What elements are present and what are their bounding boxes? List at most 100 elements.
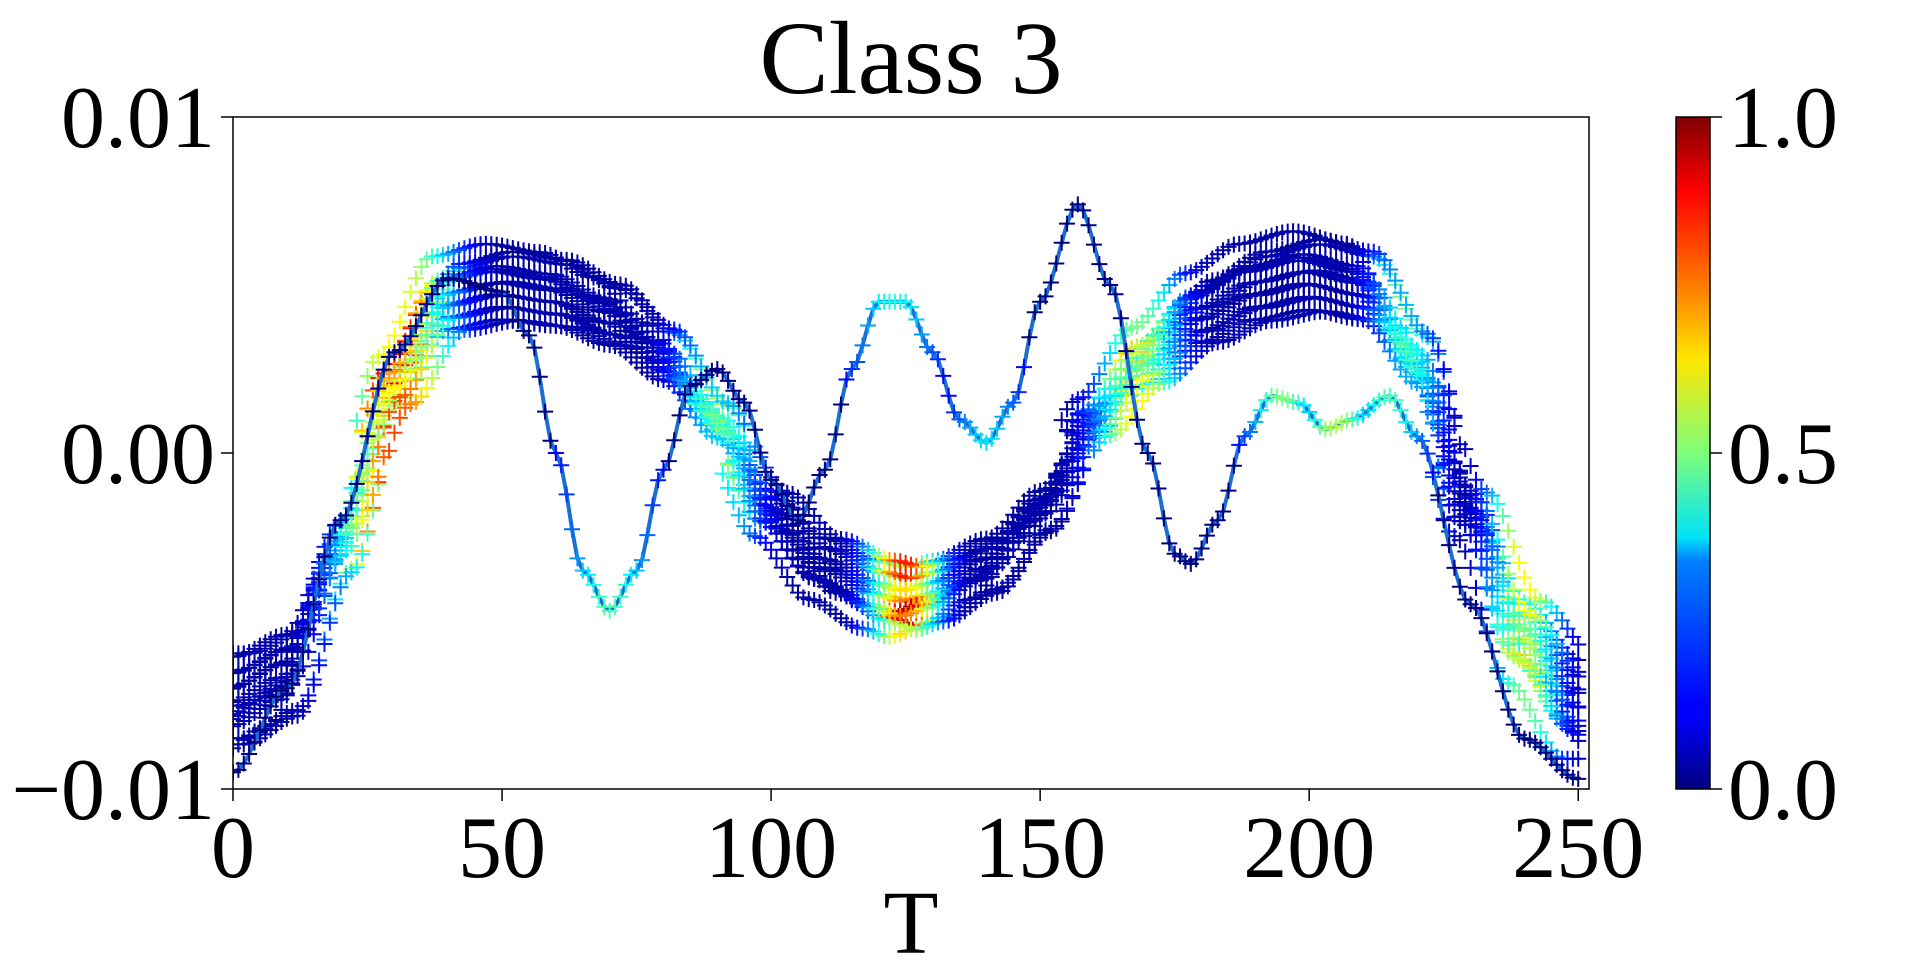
series-line — [233, 303, 1587, 662]
data-point — [736, 480, 753, 497]
data-point — [1559, 620, 1576, 637]
data-point — [935, 367, 952, 384]
data-point — [1532, 724, 1549, 741]
data-point — [407, 318, 424, 335]
data-point — [1231, 436, 1248, 453]
data-point — [558, 486, 575, 503]
data-point — [1037, 503, 1054, 520]
data-point — [666, 348, 683, 365]
data-point — [391, 313, 408, 330]
data-point — [779, 568, 796, 585]
data-point — [1026, 304, 1043, 321]
data-point — [1102, 277, 1119, 293]
data-point — [994, 408, 1011, 425]
data-point — [1155, 510, 1172, 527]
data-point — [251, 722, 268, 739]
data-point — [510, 312, 527, 329]
data-point — [284, 675, 301, 692]
data-point — [1473, 512, 1490, 529]
data-point — [1424, 330, 1441, 347]
data-point — [854, 337, 871, 354]
data-point — [1537, 687, 1554, 704]
x-tick-label: 250 — [1512, 800, 1644, 897]
data-point — [504, 299, 521, 316]
data-point — [1489, 663, 1506, 680]
data-point — [359, 368, 376, 385]
data-point — [294, 643, 311, 660]
data-point — [816, 461, 833, 478]
data-point — [343, 494, 360, 511]
data-point — [300, 621, 317, 638]
data-point — [1059, 453, 1076, 470]
data-point — [650, 472, 667, 489]
data-point — [773, 559, 790, 576]
data-point — [1252, 402, 1269, 419]
data-point — [434, 348, 451, 365]
data-point — [633, 552, 650, 569]
data-point — [402, 380, 419, 397]
data-point — [1473, 542, 1490, 559]
data-point — [1532, 676, 1549, 693]
data-point — [1145, 455, 1162, 472]
data-point — [1193, 540, 1210, 557]
data-point — [1042, 274, 1059, 291]
data-point — [1075, 449, 1092, 466]
data-point — [1112, 361, 1129, 378]
data-point — [424, 286, 441, 303]
data-point — [1570, 636, 1587, 653]
data-point — [1511, 554, 1528, 571]
data-point — [580, 566, 597, 583]
data-point — [1408, 341, 1425, 358]
data-point — [730, 467, 747, 484]
colorbar-axis: 0.0 0.5 1.0 — [1710, 70, 1838, 839]
data-point — [827, 426, 844, 443]
data-point — [693, 390, 710, 407]
data-point — [1150, 480, 1167, 497]
data-point — [397, 298, 414, 315]
data-point — [1435, 387, 1452, 404]
data-point — [833, 396, 850, 413]
x-tick-label: 200 — [1243, 800, 1375, 897]
data-point — [354, 545, 371, 562]
data-point — [1554, 612, 1571, 629]
data-point — [1462, 457, 1479, 474]
data-point — [402, 283, 419, 300]
data-point — [1387, 325, 1404, 342]
data-point — [1139, 445, 1156, 461]
data-point — [1069, 459, 1086, 476]
y-axis: −0.01 0.00 0.01 — [11, 70, 233, 839]
data-point — [1451, 532, 1468, 549]
data-point — [370, 468, 387, 485]
data-point — [1005, 571, 1022, 588]
data-point — [413, 338, 430, 355]
y-tick-label: 0.00 — [61, 406, 215, 503]
data-point — [1489, 559, 1506, 576]
data-point — [682, 337, 699, 354]
data-point — [1016, 554, 1032, 571]
data-point — [779, 498, 796, 515]
data-point — [806, 479, 823, 496]
data-point — [1096, 390, 1113, 407]
data-point — [1123, 378, 1140, 395]
data-point — [746, 482, 763, 499]
data-point — [1107, 286, 1124, 303]
data-point — [1053, 467, 1070, 484]
data-point — [364, 403, 381, 420]
data-point — [1209, 512, 1226, 529]
data-point — [752, 444, 769, 461]
data-point — [1478, 625, 1495, 642]
data-point — [940, 387, 957, 404]
data-point — [348, 475, 365, 492]
data-point — [746, 421, 763, 438]
series-line-outlier — [233, 196, 1587, 787]
data-point — [720, 479, 737, 496]
data-point — [1225, 457, 1242, 474]
data-point — [1085, 375, 1102, 392]
data-point — [1371, 286, 1388, 303]
data-point — [381, 442, 398, 459]
x-tick-label: 50 — [458, 800, 546, 897]
data-point — [1102, 344, 1119, 361]
data-point — [311, 657, 328, 674]
data-point — [1048, 255, 1065, 272]
data-point — [359, 526, 376, 543]
